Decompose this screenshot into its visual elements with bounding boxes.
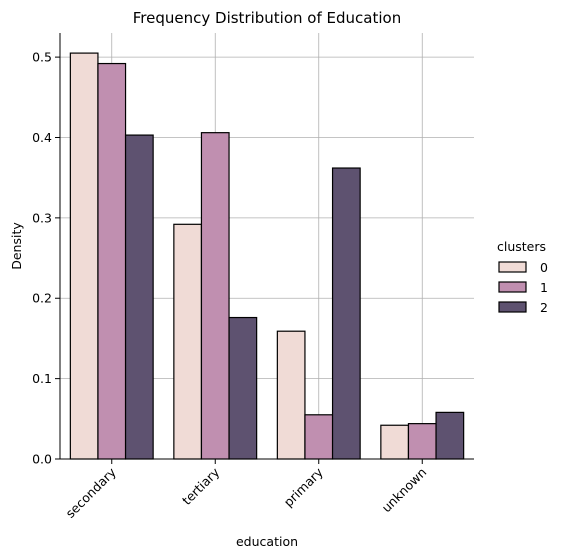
y-tick-label: 0.1 <box>32 371 52 386</box>
bar-unknown-cluster-1 <box>407 423 437 460</box>
y-axis-label: Density <box>9 222 24 270</box>
bar-secondary-cluster-1 <box>97 62 127 460</box>
x-tick-label-secondary: secondary <box>62 464 119 521</box>
x-tick-label-primary: primary <box>281 464 327 510</box>
x-axis-label: education <box>236 534 298 549</box>
x-ticks: secondary tertiary primary unknown <box>62 459 429 521</box>
bar-secondary-cluster-2 <box>124 134 154 460</box>
bar-primary-cluster-2 <box>331 167 361 460</box>
bar-unknown-cluster-0 <box>380 424 410 460</box>
chart-title: Frequency Distribution of Education <box>133 9 401 27</box>
y-ticks: 0.0 0.1 0.2 0.3 0.4 0.5 <box>32 50 60 467</box>
legend-label-0: 0 <box>540 260 548 275</box>
y-tick-label: 0.3 <box>32 210 52 225</box>
bar-tertiary-cluster-1 <box>200 132 230 460</box>
bar-tertiary-cluster-2 <box>228 316 258 460</box>
bar-secondary-cluster-0 <box>69 52 99 460</box>
legend-label-2: 2 <box>540 300 548 315</box>
legend-swatch-1 <box>498 281 527 293</box>
y-tick-label: 0.0 <box>32 452 52 467</box>
legend-swatch-2 <box>498 301 527 313</box>
y-tick-label: 0.2 <box>32 291 52 306</box>
bar-primary-cluster-1 <box>304 414 334 460</box>
y-tick-label: 0.5 <box>32 50 52 65</box>
legend: clusters 0 1 2 <box>497 239 548 315</box>
bar-unknown-cluster-2 <box>435 411 465 460</box>
legend-swatch-0 <box>498 261 527 273</box>
bar-tertiary-cluster-0 <box>173 223 203 460</box>
bar-primary-cluster-0 <box>276 330 306 460</box>
bars-group <box>69 52 465 460</box>
y-tick-label: 0.4 <box>32 130 52 145</box>
legend-title: clusters <box>497 239 546 254</box>
x-tick-label-unknown: unknown <box>379 465 430 516</box>
legend-label-1: 1 <box>540 280 548 295</box>
x-tick-label-tertiary: tertiary <box>179 464 223 508</box>
